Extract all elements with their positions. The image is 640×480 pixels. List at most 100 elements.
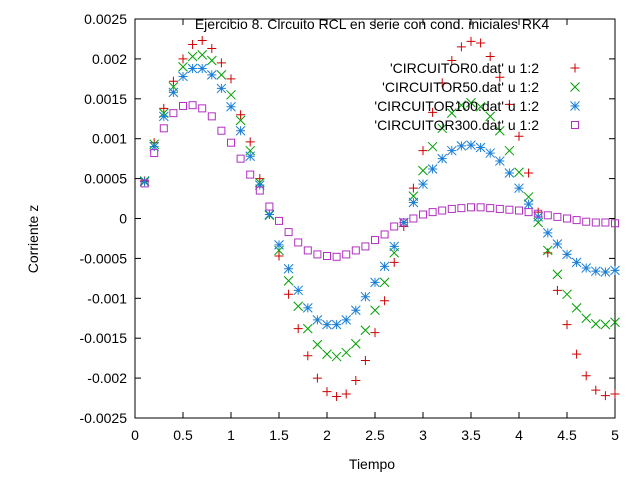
data-point xyxy=(371,236,379,245)
data-point xyxy=(466,140,476,150)
data-point xyxy=(158,111,169,122)
data-point xyxy=(341,389,351,399)
data-point xyxy=(494,156,505,166)
legend-label: 'CIRCUITOR100.dat' u 1:2 xyxy=(374,98,539,114)
data-point xyxy=(437,78,447,88)
data-point xyxy=(197,36,207,46)
data-point xyxy=(486,204,495,213)
data-point xyxy=(447,204,456,213)
data-point xyxy=(168,87,179,98)
data-point xyxy=(284,228,293,237)
data-point xyxy=(187,51,198,62)
data-point xyxy=(370,305,380,316)
x-tick-label: 4.5 xyxy=(557,427,577,443)
data-point xyxy=(255,186,264,195)
data-point xyxy=(591,385,601,395)
data-point xyxy=(572,216,581,225)
data-point xyxy=(264,209,275,220)
x-tick-label: 0.5 xyxy=(173,427,193,443)
data-point xyxy=(360,325,371,336)
data-point xyxy=(610,317,620,328)
data-point xyxy=(476,38,486,48)
data-point xyxy=(504,168,515,178)
data-point xyxy=(485,111,496,122)
data-point xyxy=(600,319,611,330)
data-point xyxy=(139,176,150,187)
data-point xyxy=(398,217,409,228)
x-tick-label: 3.5 xyxy=(461,427,481,443)
data-point xyxy=(313,250,322,259)
data-point xyxy=(428,107,438,117)
data-point xyxy=(245,137,255,147)
data-point xyxy=(494,125,505,136)
data-point xyxy=(197,50,208,60)
data-point xyxy=(485,52,495,62)
data-point xyxy=(495,72,505,82)
data-point xyxy=(504,145,515,156)
x-tick-label: 1.5 xyxy=(269,427,289,443)
data-point xyxy=(419,210,427,219)
data-point xyxy=(198,104,207,113)
data-point xyxy=(274,239,284,250)
data-point xyxy=(456,141,467,151)
data-point xyxy=(274,251,284,261)
data-point xyxy=(515,206,523,215)
data-point xyxy=(226,89,236,100)
data-point xyxy=(216,83,227,94)
data-point xyxy=(149,141,160,152)
data-point xyxy=(332,391,342,401)
data-point xyxy=(159,103,169,113)
data-point xyxy=(447,55,457,65)
data-point xyxy=(427,164,438,174)
y-tick-label: 0.002 xyxy=(92,51,127,67)
data-point xyxy=(293,285,304,296)
data-point xyxy=(418,146,428,156)
data-point xyxy=(581,263,592,273)
x-tick-label: 0 xyxy=(131,427,139,443)
data-point xyxy=(571,257,582,268)
data-point xyxy=(379,277,390,288)
data-point xyxy=(590,318,601,329)
data-point xyxy=(179,101,187,110)
data-point xyxy=(341,347,352,358)
data-point xyxy=(323,252,331,261)
data-point xyxy=(514,183,524,194)
data-point xyxy=(542,228,553,238)
data-point xyxy=(379,261,390,272)
data-point xyxy=(227,138,235,147)
data-point xyxy=(504,99,514,109)
y-tick-label: 0.0015 xyxy=(84,91,127,107)
axis-ticks: 0 0.5 1 1.5 2 2.5 3 3.5 4 4.5 5 -0.0025 -0.002 -0.001… xyxy=(80,11,620,443)
data-point xyxy=(188,101,197,110)
data-point xyxy=(438,206,447,215)
data-point xyxy=(361,242,370,251)
data-point xyxy=(552,269,563,280)
y-tick-label: 0.001 xyxy=(92,131,127,147)
x-axis-label: Tiempo xyxy=(349,456,395,472)
data-point xyxy=(562,320,572,330)
data-point xyxy=(476,203,485,212)
data-point xyxy=(303,351,313,361)
y-axis-label: Corriente z xyxy=(25,205,41,273)
data-point xyxy=(562,289,572,300)
data-point xyxy=(331,319,342,330)
x-tick-label: 5 xyxy=(611,427,619,443)
data-point xyxy=(303,246,312,255)
data-point xyxy=(380,230,389,239)
data-point xyxy=(581,313,592,324)
data-point xyxy=(543,211,552,220)
data-point xyxy=(437,123,448,134)
data-point xyxy=(302,323,313,334)
x-tick-label: 3 xyxy=(419,427,427,443)
y-tick-label: -0.002 xyxy=(87,370,127,386)
data-point xyxy=(168,76,178,86)
data-point xyxy=(254,180,265,190)
data-point xyxy=(150,149,159,158)
data-point xyxy=(408,197,419,208)
data-point xyxy=(418,179,428,190)
data-point xyxy=(514,131,524,141)
data-point xyxy=(466,97,476,108)
y-tick-label: -0.0005 xyxy=(80,250,128,266)
data-point xyxy=(322,319,332,330)
data-point xyxy=(456,42,466,52)
